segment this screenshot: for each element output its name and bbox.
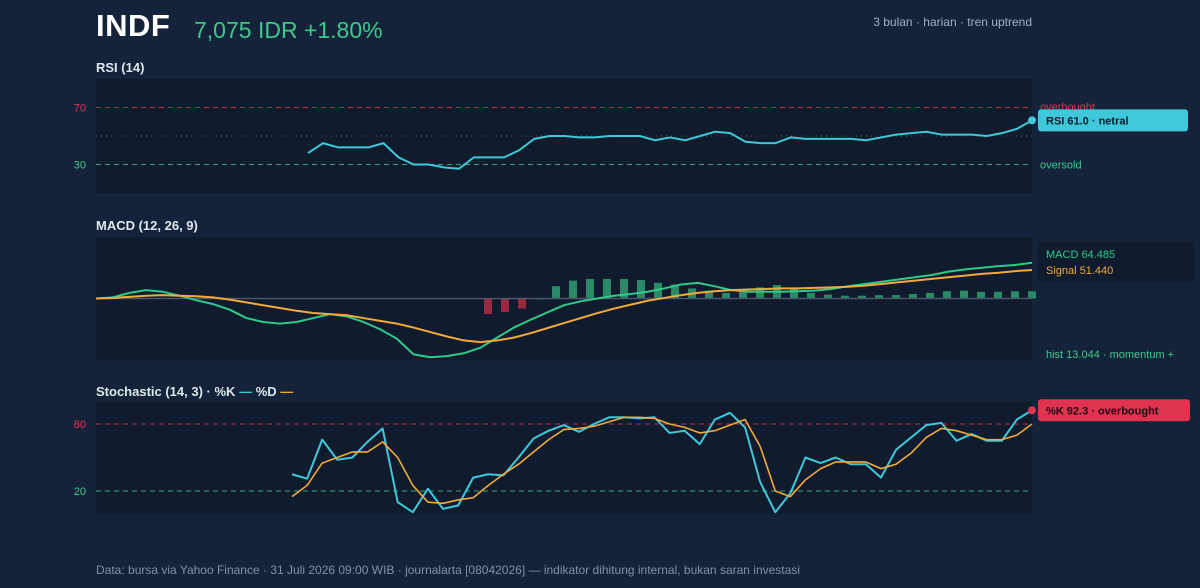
signal-value-label: Signal 51.440 (1046, 265, 1113, 277)
macd-hist-bar (824, 294, 832, 299)
rsi-tick-30: 30 (74, 160, 86, 172)
macd-line (95, 261, 1033, 359)
macd-hist-bar (892, 295, 900, 299)
stoch-k-line (291, 409, 1033, 514)
rsi-tick-70: 70 (74, 103, 86, 115)
stoch-panel-bg (96, 402, 1032, 514)
macd-hist-bar (1011, 291, 1019, 299)
signal-line (95, 268, 1033, 344)
macd-hist-bar (671, 284, 679, 299)
macd-hist-bar (807, 292, 815, 299)
macd-hist-bar (858, 295, 866, 299)
stoch-d-line (291, 416, 1033, 505)
macd-hist-bar (790, 288, 798, 299)
rsi-callout-box (1038, 109, 1188, 132)
macd-hist-bar (501, 298, 509, 312)
macd-value-label: MACD 64.485 (1046, 249, 1115, 261)
macd-hist-bar (977, 291, 985, 299)
macd-panel-title: MACD (12, 26, 9) (96, 218, 198, 233)
stoch-panel-title: Stochastic (14, 3) · %K — %D — (96, 384, 294, 399)
footer-note: Data: bursa via Yahoo Finance · 31 Juli … (96, 563, 800, 577)
macd-hist-bar (705, 290, 713, 299)
legend-k-swatch: — (239, 384, 253, 399)
macd-hist-bar (484, 298, 492, 315)
stoch-tick-80: 80 (74, 419, 86, 431)
macd-hist-bar (620, 278, 628, 299)
ticker-symbol: INDF (96, 8, 171, 43)
rsi-panel-title: RSI (14) (96, 60, 145, 75)
legend-d-swatch: — (280, 384, 294, 399)
stoch-last-point (1028, 406, 1036, 415)
macd-hist-bar (739, 290, 747, 299)
rsi-line (307, 119, 1033, 170)
macd-value-box (1038, 242, 1194, 282)
macd-hist-bar (994, 291, 1002, 299)
rsi-last-point (1028, 116, 1036, 125)
stoch-callout-box (1038, 399, 1190, 422)
macd-hist-bar (1028, 291, 1036, 299)
macd-hist-bar (943, 291, 951, 299)
macd-hist-bar (960, 290, 968, 299)
price-change: 7,075 IDR +1.80% (194, 17, 383, 43)
macd-hist-bar (841, 295, 849, 299)
macd-hist-bar (552, 286, 560, 299)
stoch-callout-text: %K 92.3 · overbought (1046, 405, 1159, 417)
stoch-title-text: Stochastic (14, 3) (96, 384, 203, 399)
macd-hist-bar (909, 294, 917, 299)
macd-hist-bar (586, 278, 594, 299)
macd-hist-bar (875, 295, 883, 299)
rsi-oversold-label: oversold (1040, 160, 1082, 172)
macd-hist-bar (518, 298, 526, 309)
rsi-callout-text: RSI 61.0 · netral (1046, 115, 1129, 127)
macd-hist-bar (722, 292, 730, 299)
legend-d-label: %D (255, 384, 277, 399)
macd-hist-bar (756, 287, 764, 299)
hist-value-label: hist 13.044 · momentum + (1046, 349, 1174, 361)
stoch-tick-20: 20 (74, 486, 86, 498)
chart-meta: 3 bulan · harian · tren uptrend (873, 15, 1032, 29)
macd-hist-bar (569, 280, 577, 299)
legend-k-label: %K (214, 384, 236, 399)
macd-hist-bar (603, 278, 611, 299)
macd-hist-bar (926, 292, 934, 299)
macd-hist-bar (637, 280, 645, 299)
